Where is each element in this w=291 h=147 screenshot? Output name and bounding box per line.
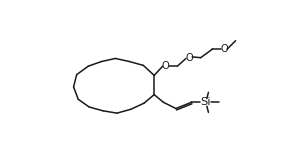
Text: O: O (162, 61, 170, 71)
Text: Si: Si (200, 97, 211, 107)
Text: O: O (185, 53, 193, 63)
Text: O: O (220, 44, 228, 54)
